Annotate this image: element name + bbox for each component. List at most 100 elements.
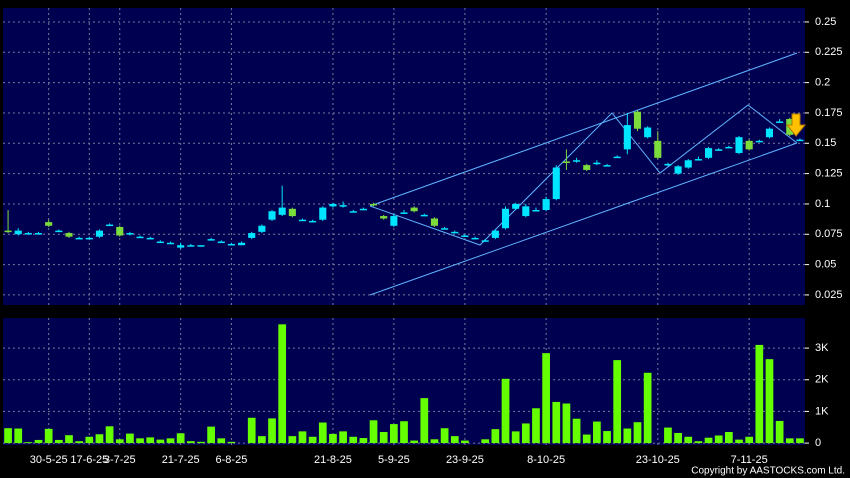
volume-bar — [745, 436, 754, 444]
candle-body — [796, 139, 804, 142]
marks — [4, 110, 804, 444]
volume-bar — [521, 423, 530, 444]
volume-bar — [704, 437, 713, 444]
x-tick-label: 7-11-25 — [731, 454, 768, 466]
volume-bar — [65, 435, 73, 444]
candle-body — [166, 242, 175, 245]
volume-bar — [664, 427, 672, 444]
candle-body — [674, 166, 682, 174]
candle-body — [633, 111, 642, 129]
x-tick-label: 23-9-25 — [446, 454, 484, 466]
x-tick-label: 5-9-25 — [378, 454, 410, 466]
candle-body — [603, 165, 611, 167]
x-tick-label: 30-5-25 — [30, 454, 68, 466]
volume-bar — [511, 431, 520, 444]
volume-bar — [674, 432, 682, 444]
candle-body — [481, 240, 489, 242]
candle-body — [613, 156, 621, 159]
volume-bar — [176, 433, 185, 444]
volume-bar — [339, 431, 347, 444]
candle-body — [430, 218, 439, 226]
down-arrow — [785, 113, 807, 137]
candle-body — [410, 207, 418, 212]
volume-bar — [572, 418, 581, 444]
candle-body — [339, 205, 347, 207]
volume-bar — [633, 422, 642, 444]
candle-body — [735, 137, 743, 153]
candle-body — [400, 212, 408, 214]
volume-bar — [542, 353, 550, 444]
y-tick-label: 0.2 — [815, 77, 830, 89]
candle-body — [349, 211, 357, 213]
volume-bar — [288, 436, 297, 444]
candle-body — [451, 231, 459, 234]
y-tick-label: 0.025 — [815, 289, 843, 301]
candle-body — [552, 167, 560, 200]
candle-body — [491, 230, 499, 238]
candle-body — [745, 140, 753, 150]
candle-body — [359, 208, 367, 211]
volume-bar — [552, 401, 561, 444]
candle-body — [106, 224, 114, 227]
candle-body — [705, 148, 713, 158]
candle-body — [187, 245, 195, 247]
candle-body — [34, 233, 43, 235]
volume-bar — [4, 428, 12, 444]
zigzag — [369, 104, 798, 246]
candle-body — [217, 241, 225, 244]
volume-bar — [389, 424, 398, 444]
candle-body — [45, 222, 53, 226]
price-panel — [3, 8, 805, 305]
volume-bar — [258, 436, 266, 444]
volume-bar — [247, 417, 256, 444]
volume-bar — [410, 440, 419, 444]
candle-body — [420, 214, 428, 217]
volume-bar — [75, 441, 83, 444]
x-tick-label: 21-8-25 — [314, 454, 352, 466]
volume-bar — [217, 438, 226, 444]
volume-bar — [166, 438, 175, 444]
volume-bar — [34, 439, 43, 444]
volume-bar — [359, 438, 368, 444]
candle-body — [95, 230, 103, 237]
candle-body — [85, 237, 93, 240]
volume-bar — [126, 433, 134, 444]
candle-body — [664, 163, 672, 166]
candle-body — [562, 161, 570, 163]
candle-body — [268, 211, 276, 220]
volume-bar — [450, 436, 459, 444]
candle-body — [238, 242, 246, 246]
y-tick-label: 2K — [815, 374, 829, 386]
candle-body — [116, 226, 124, 236]
volume-bar — [613, 360, 622, 444]
candle-body — [542, 199, 550, 211]
candle-body — [501, 208, 510, 229]
candle-body — [694, 159, 702, 161]
volume-bar — [481, 439, 490, 444]
x-tick-label: 23-10-25 — [636, 454, 680, 466]
trend-channel — [369, 52, 798, 296]
candle-body — [776, 121, 784, 123]
volume-bar — [603, 431, 611, 444]
candle-body — [512, 203, 520, 209]
volume-bar — [643, 372, 652, 444]
volume-bar — [765, 359, 774, 444]
volume-bar — [684, 436, 693, 444]
grid-layer — [3, 8, 805, 445]
volume-bar — [156, 439, 165, 444]
candle-body — [146, 237, 154, 240]
volume-bar — [14, 428, 23, 444]
candle-body — [573, 160, 581, 162]
candle-body — [522, 206, 530, 217]
volume-bar — [775, 420, 784, 444]
channel-lower — [369, 142, 798, 296]
candle-body — [298, 219, 307, 222]
y-tick-label: 1K — [815, 405, 829, 417]
candle-body — [369, 203, 378, 206]
y-tick-label: 0.125 — [815, 168, 843, 180]
candle-body — [380, 216, 388, 219]
candle-body — [461, 235, 469, 237]
candle-body — [24, 233, 32, 235]
candle-body — [156, 241, 164, 244]
volume-bar — [115, 439, 124, 444]
